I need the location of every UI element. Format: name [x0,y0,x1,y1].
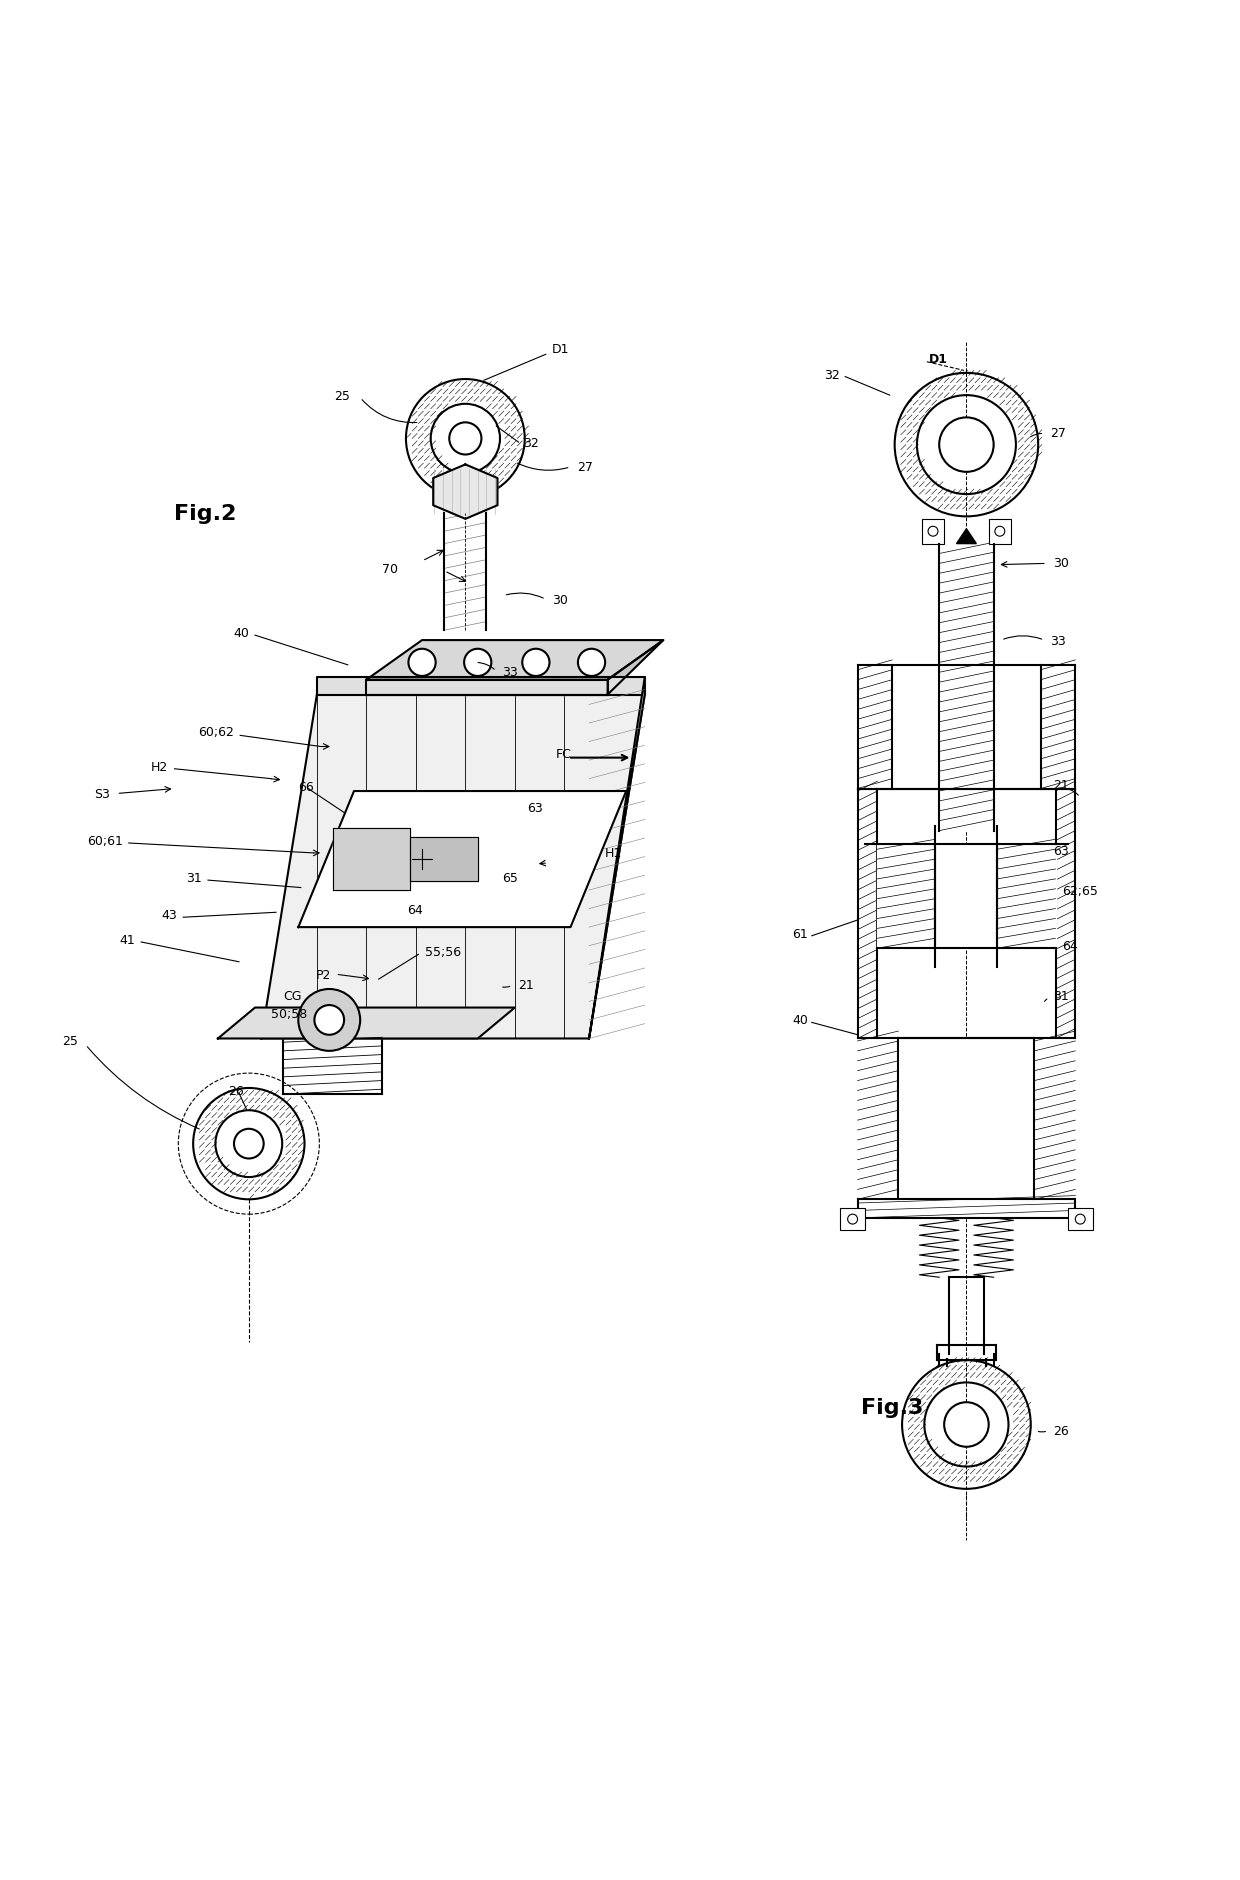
Text: 65: 65 [502,872,518,885]
Polygon shape [334,829,409,891]
Circle shape [234,1130,264,1158]
Text: 33: 33 [502,666,518,679]
Polygon shape [858,666,893,790]
Polygon shape [366,681,608,696]
Text: 30: 30 [1053,556,1069,570]
Text: 41: 41 [119,934,135,946]
Polygon shape [858,790,878,1040]
Polygon shape [218,1008,515,1040]
Text: 70: 70 [382,562,398,575]
Circle shape [848,1214,858,1224]
Text: S3: S3 [94,788,110,801]
Polygon shape [956,530,976,545]
Polygon shape [858,666,1075,790]
Text: 61: 61 [792,927,808,940]
Text: 21: 21 [518,978,534,991]
Polygon shape [433,464,497,519]
Circle shape [522,649,549,677]
Circle shape [449,423,481,455]
Text: 66: 66 [299,780,314,793]
Text: Fig.3: Fig.3 [861,1397,924,1418]
Polygon shape [262,696,645,1040]
Polygon shape [939,545,993,831]
Text: 43: 43 [161,908,177,921]
Text: 64: 64 [407,904,423,917]
Text: 32: 32 [825,368,841,382]
Text: D1: D1 [929,352,949,365]
Polygon shape [366,641,663,681]
Text: 62;65: 62;65 [1061,884,1097,897]
Text: D1: D1 [552,342,569,355]
Polygon shape [898,1040,1034,1199]
Text: 60;61: 60;61 [87,835,123,848]
Circle shape [408,649,435,677]
Text: 25: 25 [335,389,350,402]
Text: 40: 40 [792,1013,808,1026]
Polygon shape [299,791,626,927]
Circle shape [1075,1214,1085,1224]
Text: 30: 30 [552,594,568,607]
Text: 33: 33 [1050,634,1066,647]
Text: 27: 27 [1050,427,1066,440]
Circle shape [315,1006,343,1036]
Polygon shape [878,844,1055,949]
Circle shape [939,417,993,472]
Bar [1068,1209,1092,1231]
Polygon shape [317,679,645,696]
Circle shape [928,526,937,538]
Text: 40: 40 [233,626,249,639]
Text: 25: 25 [62,1034,78,1047]
Text: 31: 31 [1053,989,1069,1002]
Circle shape [464,649,491,677]
Bar [988,519,1011,545]
Polygon shape [608,641,663,696]
Circle shape [299,989,360,1051]
Polygon shape [409,837,477,882]
Text: P2: P2 [315,968,331,981]
Text: 50;58: 50;58 [272,1008,308,1021]
Polygon shape [589,679,645,1040]
Text: 26: 26 [1053,1425,1069,1438]
Circle shape [944,1402,988,1448]
Polygon shape [858,1199,1075,1218]
Circle shape [578,649,605,677]
Text: 21: 21 [1053,778,1069,791]
Text: 55;56: 55;56 [424,946,460,959]
Text: Fig.2: Fig.2 [175,504,237,523]
Text: 27: 27 [577,461,593,474]
Text: H2: H2 [151,760,169,773]
Text: 32: 32 [523,436,539,449]
Circle shape [994,526,1004,538]
Text: H1: H1 [605,848,622,859]
Text: CG: CG [283,989,301,1002]
Text: 60;62: 60;62 [198,726,234,739]
Text: 64: 64 [1061,940,1078,953]
Text: FC: FC [556,748,572,761]
Polygon shape [1040,666,1075,790]
Text: 63: 63 [527,801,543,814]
Bar [921,519,944,545]
Polygon shape [1055,790,1075,1040]
Bar [841,1209,866,1231]
Text: 63: 63 [1053,844,1069,857]
Text: 31: 31 [186,872,202,885]
Text: 26: 26 [228,1085,244,1098]
